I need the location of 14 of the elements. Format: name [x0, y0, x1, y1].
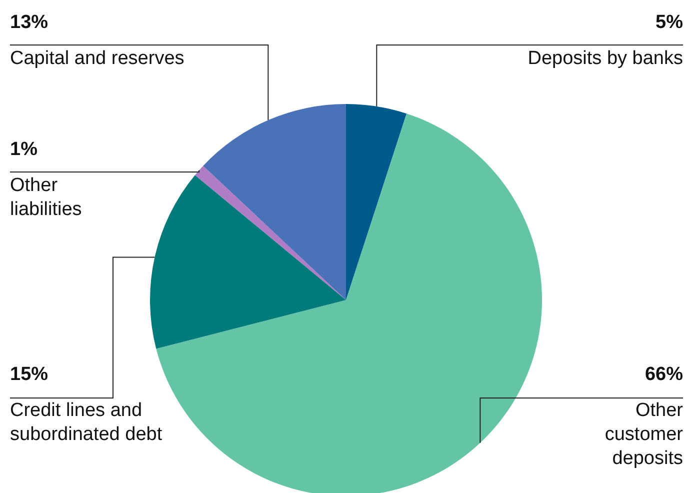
data-label: 1% — [10, 139, 38, 160]
slice-label: Other customer deposits — [604, 400, 684, 469]
pie-slice — [203, 104, 346, 300]
pie-slice — [150, 175, 346, 349]
pie-slice — [346, 104, 407, 300]
slice-label: Deposits by banks — [528, 48, 683, 69]
slice-label: Other liabilities — [10, 175, 82, 220]
data-label: 15% — [10, 364, 48, 385]
slice-label: Capital and reserves — [10, 48, 184, 69]
data-label: 5% — [656, 12, 684, 33]
slice-label: Credit lines and subordinated debt — [10, 400, 163, 445]
pie-slice — [194, 166, 346, 300]
data-label: 66% — [644, 364, 684, 385]
data-label: 13% — [10, 12, 48, 33]
